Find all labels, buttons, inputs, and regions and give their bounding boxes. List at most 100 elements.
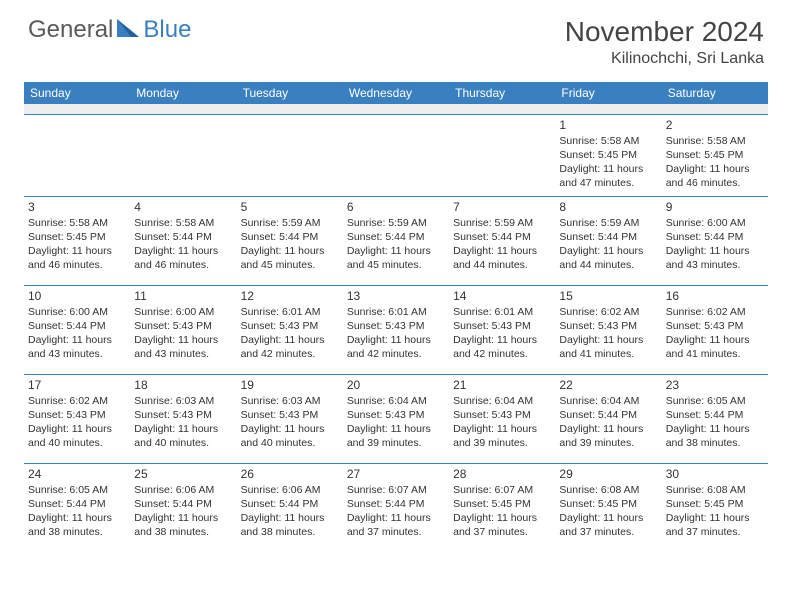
daylight-text: Daylight: 11 hours and 37 minutes.: [666, 511, 764, 539]
calendar-week-row: 3Sunrise: 5:58 AMSunset: 5:45 PM Daylight…: [24, 196, 768, 285]
day-number: 20: [347, 377, 445, 393]
empty-day-cell: [24, 114, 130, 196]
day-cell: 18Sunrise: 6:03 AMSunset: 5:43 PMDayligh…: [130, 374, 236, 463]
day-cell: 19Sunrise: 6:03 AMSunset: 5:43 PMDayligh…: [237, 374, 343, 463]
day-number: 14: [453, 288, 551, 304]
calendar-week-row: 17Sunrise: 6:02 AMSunset: 5:43 PMDayligh…: [24, 374, 768, 463]
weekday-header: Monday: [130, 82, 236, 104]
daylight-text: Daylight: 11 hours and 45 minutes.: [347, 244, 445, 272]
sunrise-text: Sunrise: 6:03 AM: [241, 394, 339, 408]
sunset-text: Sunset: 5:44 PM: [559, 408, 657, 422]
day-number: 27: [347, 466, 445, 482]
day-cell: 25Sunrise: 6:06 AMSunset: 5:44 PMDayligh…: [130, 463, 236, 552]
daylight-text: Daylight: 11 hours and 38 minutes.: [28, 511, 126, 539]
day-number: 23: [666, 377, 764, 393]
sunrise-text: Sunrise: 6:00 AM: [666, 216, 764, 230]
sunrise-text: Sunrise: 6:02 AM: [666, 305, 764, 319]
sunset-text: Sunset: 5:44 PM: [134, 497, 232, 511]
day-number: 19: [241, 377, 339, 393]
calendar-week-row: 24Sunrise: 6:05 AMSunset: 5:44 PMDayligh…: [24, 463, 768, 552]
sunrise-text: Sunrise: 5:58 AM: [559, 134, 657, 148]
day-number: 26: [241, 466, 339, 482]
sunrise-text: Sunrise: 6:05 AM: [666, 394, 764, 408]
title-block: November 2024 Kilinochchi, Sri Lanka: [565, 16, 764, 68]
day-cell: 10Sunrise: 6:00 AMSunset: 5:44 PMDayligh…: [24, 285, 130, 374]
day-cell: 16Sunrise: 6:02 AMSunset: 5:43 PMDayligh…: [662, 285, 768, 374]
sunrise-text: Sunrise: 6:00 AM: [28, 305, 126, 319]
day-number: 1: [559, 117, 657, 133]
sunset-text: Sunset: 5:44 PM: [28, 497, 126, 511]
empty-day-cell: [343, 114, 449, 196]
sunset-text: Sunset: 5:45 PM: [28, 230, 126, 244]
spacer-cell: [130, 104, 236, 114]
sunset-text: Sunset: 5:43 PM: [347, 408, 445, 422]
sunrise-text: Sunrise: 6:01 AM: [241, 305, 339, 319]
day-number: 12: [241, 288, 339, 304]
daylight-text: Daylight: 11 hours and 45 minutes.: [241, 244, 339, 272]
sunset-text: Sunset: 5:44 PM: [134, 230, 232, 244]
day-cell: 9Sunrise: 6:00 AMSunset: 5:44 PMDaylight…: [662, 196, 768, 285]
day-cell: 23Sunrise: 6:05 AMSunset: 5:44 PMDayligh…: [662, 374, 768, 463]
day-cell: 29Sunrise: 6:08 AMSunset: 5:45 PMDayligh…: [555, 463, 661, 552]
day-cell: 5Sunrise: 5:59 AMSunset: 5:44 PMDaylight…: [237, 196, 343, 285]
sunset-text: Sunset: 5:43 PM: [453, 408, 551, 422]
day-number: 15: [559, 288, 657, 304]
day-cell: 7Sunrise: 5:59 AMSunset: 5:44 PMDaylight…: [449, 196, 555, 285]
sunrise-text: Sunrise: 6:04 AM: [453, 394, 551, 408]
spacer-cell: [24, 104, 130, 114]
daylight-text: Daylight: 11 hours and 40 minutes.: [28, 422, 126, 450]
calendar-week-row: 10Sunrise: 6:00 AMSunset: 5:44 PMDayligh…: [24, 285, 768, 374]
sunset-text: Sunset: 5:44 PM: [28, 319, 126, 333]
weekday-header: Wednesday: [343, 82, 449, 104]
day-cell: 15Sunrise: 6:02 AMSunset: 5:43 PMDayligh…: [555, 285, 661, 374]
daylight-text: Daylight: 11 hours and 39 minutes.: [347, 422, 445, 450]
day-number: 3: [28, 199, 126, 215]
daylight-text: Daylight: 11 hours and 38 minutes.: [134, 511, 232, 539]
location-subtitle: Kilinochchi, Sri Lanka: [565, 50, 764, 68]
daylight-text: Daylight: 11 hours and 46 minutes.: [134, 244, 232, 272]
sunset-text: Sunset: 5:44 PM: [453, 230, 551, 244]
day-number: 18: [134, 377, 232, 393]
daylight-text: Daylight: 11 hours and 47 minutes.: [559, 162, 657, 190]
weekday-header: Friday: [555, 82, 661, 104]
calendar-week-row: 1Sunrise: 5:58 AMSunset: 5:45 PMDaylight…: [24, 114, 768, 196]
day-number: 13: [347, 288, 445, 304]
day-number: 6: [347, 199, 445, 215]
day-cell: 1Sunrise: 5:58 AMSunset: 5:45 PMDaylight…: [555, 114, 661, 196]
sunrise-text: Sunrise: 5:58 AM: [28, 216, 126, 230]
sunset-text: Sunset: 5:43 PM: [347, 319, 445, 333]
day-number: 7: [453, 199, 551, 215]
day-cell: 24Sunrise: 6:05 AMSunset: 5:44 PMDayligh…: [24, 463, 130, 552]
sunrise-text: Sunrise: 6:05 AM: [28, 483, 126, 497]
sunset-text: Sunset: 5:43 PM: [453, 319, 551, 333]
brand-part1: General: [28, 16, 113, 44]
sunrise-text: Sunrise: 6:07 AM: [453, 483, 551, 497]
sunset-text: Sunset: 5:43 PM: [241, 408, 339, 422]
daylight-text: Daylight: 11 hours and 43 minutes.: [666, 244, 764, 272]
day-cell: 27Sunrise: 6:07 AMSunset: 5:44 PMDayligh…: [343, 463, 449, 552]
day-number: 25: [134, 466, 232, 482]
page-header: General Blue November 2024 Kilinochchi, …: [0, 0, 792, 74]
sunset-text: Sunset: 5:44 PM: [666, 230, 764, 244]
spacer-cell: [662, 104, 768, 114]
day-cell: 21Sunrise: 6:04 AMSunset: 5:43 PMDayligh…: [449, 374, 555, 463]
spacer-cell: [237, 104, 343, 114]
day-cell: 17Sunrise: 6:02 AMSunset: 5:43 PMDayligh…: [24, 374, 130, 463]
weekday-header-row: SundayMondayTuesdayWednesdayThursdayFrid…: [24, 82, 768, 104]
spacer-cell: [449, 104, 555, 114]
day-cell: 2Sunrise: 5:58 AMSunset: 5:45 PMDaylight…: [662, 114, 768, 196]
sunset-text: Sunset: 5:43 PM: [241, 319, 339, 333]
daylight-text: Daylight: 11 hours and 40 minutes.: [134, 422, 232, 450]
daylight-text: Daylight: 11 hours and 39 minutes.: [559, 422, 657, 450]
sunset-text: Sunset: 5:45 PM: [666, 497, 764, 511]
daylight-text: Daylight: 11 hours and 37 minutes.: [453, 511, 551, 539]
daylight-text: Daylight: 11 hours and 38 minutes.: [241, 511, 339, 539]
empty-day-cell: [449, 114, 555, 196]
sunset-text: Sunset: 5:44 PM: [347, 497, 445, 511]
day-number: 2: [666, 117, 764, 133]
spacer-cell: [343, 104, 449, 114]
day-cell: 3Sunrise: 5:58 AMSunset: 5:45 PMDaylight…: [24, 196, 130, 285]
day-cell: 14Sunrise: 6:01 AMSunset: 5:43 PMDayligh…: [449, 285, 555, 374]
day-number: 28: [453, 466, 551, 482]
day-cell: 30Sunrise: 6:08 AMSunset: 5:45 PMDayligh…: [662, 463, 768, 552]
